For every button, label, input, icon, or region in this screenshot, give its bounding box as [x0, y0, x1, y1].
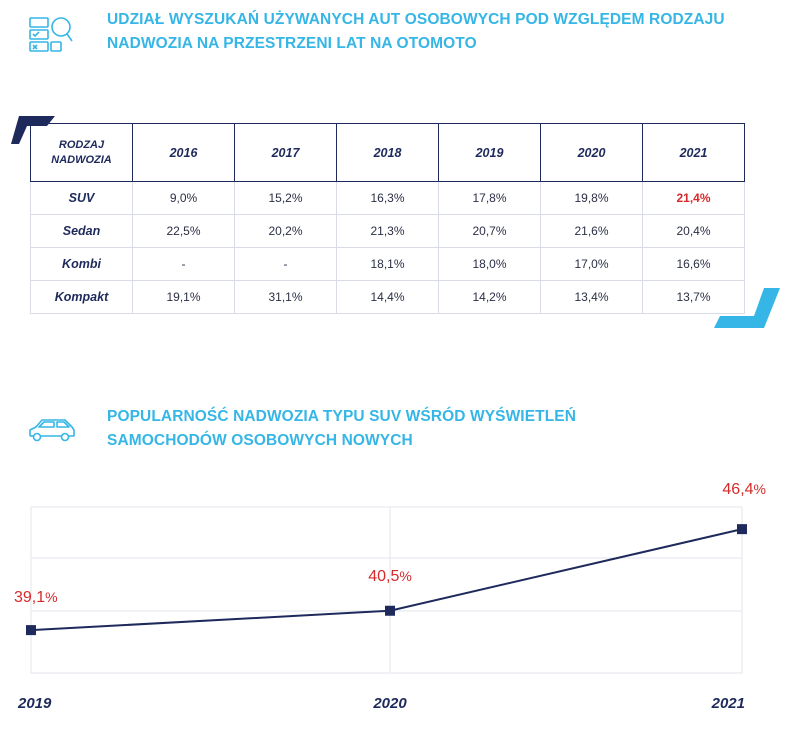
corner-label-line: RODZAJ	[58, 138, 105, 151]
table-cell: 18,0%	[438, 247, 541, 281]
column-header: 2021	[642, 123, 745, 182]
search-filter-icon	[29, 17, 73, 52]
table-cell: 31,1%	[234, 280, 337, 314]
table-cell: 20,7%	[438, 214, 541, 248]
table-cell: 16,3%	[336, 181, 439, 215]
table-cell: -	[132, 247, 235, 281]
data-point-marker	[737, 524, 747, 535]
row-label: Kombi	[30, 247, 133, 281]
data-point-marker	[385, 605, 395, 616]
table-header-row: RODZAJ NADWOZIA 2016 2017 2018 2019 2020…	[30, 123, 745, 182]
data-point-marker	[26, 625, 36, 636]
table-cell: 18,1%	[336, 247, 439, 281]
table-cell: 13,7%	[642, 280, 745, 314]
column-header: 2016	[132, 123, 235, 182]
table-cell: 19,8%	[540, 181, 643, 215]
car-icon	[29, 419, 75, 442]
table-row: Kombi - - 18,1% 18,0% 17,0% 16,6%	[30, 247, 745, 281]
table-cell: 21,6%	[540, 214, 643, 248]
table-cell: 15,2%	[234, 181, 337, 215]
row-label: Sedan	[30, 214, 133, 248]
table-cell: 16,6%	[642, 247, 745, 281]
table-cell: 17,8%	[438, 181, 541, 215]
data-label: 39,1%	[14, 589, 58, 606]
table-row: SUV 9,0% 15,2% 16,3% 17,8% 19,8% 21,4%	[30, 181, 745, 215]
table-cell: 21,3%	[336, 214, 439, 248]
column-header: 2017	[234, 123, 337, 182]
table-cell: 17,0%	[540, 247, 643, 281]
table-cell: 14,2%	[438, 280, 541, 314]
row-label: Kompakt	[30, 280, 133, 314]
data-label: 46,4%	[722, 481, 766, 498]
corner-decoration-blue	[714, 288, 780, 328]
table-cell: 14,4%	[336, 280, 439, 314]
corner-label-line: NADWOZIA	[51, 153, 112, 166]
table-cell: 22,5%	[132, 214, 235, 248]
section-title-line: SAMOCHODÓW OSOBOWYCH NOWYCH	[107, 432, 413, 449]
suv-popularity-line-chart: 39,1% 40,5% 46,4% 2019 2020 2021	[14, 481, 766, 712]
section-title-line: NADWOZIA NA PRZESTRZENI LAT NA OTOMOTO	[107, 35, 477, 52]
table-row: Sedan 22,5% 20,2% 21,3% 20,7% 21,6% 20,4…	[30, 214, 745, 248]
table-cell: 20,2%	[234, 214, 337, 248]
table-cell-highlight: 21,4%	[642, 181, 745, 215]
table-cell: 19,1%	[132, 280, 235, 314]
column-header: 2020	[540, 123, 643, 182]
section-title-line: UDZIAŁ WYSZUKAŃ UŻYWANYCH AUT OSOBOWYCH …	[107, 11, 725, 28]
table-cell: 20,4%	[642, 214, 745, 248]
row-label: SUV	[30, 181, 133, 215]
x-tick-label: 2020	[372, 695, 407, 712]
table-cell: -	[234, 247, 337, 281]
column-header: 2018	[336, 123, 439, 182]
table-cell: 13,4%	[540, 280, 643, 314]
section-title-line: POPULARNOŚĆ NADWOZIA TYPU SUV WŚRÓD WYŚW…	[107, 408, 577, 425]
section-title-search-share: UDZIAŁ WYSZUKAŃ UŻYWANYCH AUT OSOBOWYCH …	[107, 8, 767, 56]
table-cell: 9,0%	[132, 181, 235, 215]
table-corner-header: RODZAJ NADWOZIA	[30, 123, 133, 182]
body-type-share-table: RODZAJ NADWOZIA 2016 2017 2018 2019 2020…	[30, 123, 745, 314]
table-row: Kompakt 19,1% 31,1% 14,4% 14,2% 13,4% 13…	[30, 280, 745, 314]
data-label: 40,5%	[368, 568, 412, 585]
section-title-suv-popularity: POPULARNOŚĆ NADWOZIA TYPU SUV WŚRÓD WYŚW…	[107, 405, 707, 453]
x-tick-label: 2019	[17, 695, 52, 712]
x-tick-label: 2021	[711, 695, 745, 712]
column-header: 2019	[438, 123, 541, 182]
